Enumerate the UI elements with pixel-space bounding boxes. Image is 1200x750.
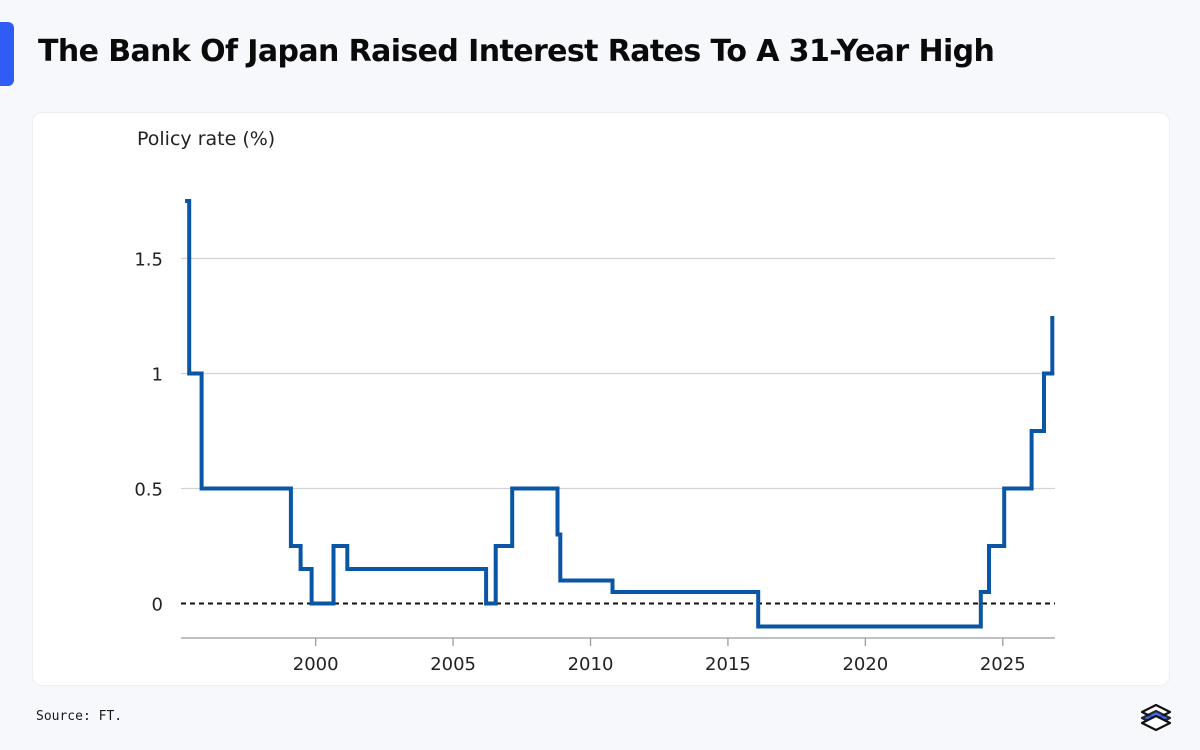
x-tick-label: 2005	[430, 654, 476, 675]
accent-bar	[0, 22, 14, 86]
x-tick-label: 2010	[568, 654, 614, 675]
y-tick-labels: 0 0.5 1 1.5	[134, 250, 163, 616]
y-tick-label: 0.5	[134, 480, 163, 501]
x-tick-label: 2020	[842, 654, 888, 675]
y-axis-label: Policy rate (%)	[137, 128, 275, 150]
policy-rate-line	[185, 199, 1055, 629]
x-tick-labels: 2000 2005 2010 2015 2020 2025	[293, 638, 1026, 675]
y-tick-label: 1	[152, 365, 163, 386]
y-tick-label: 1.5	[134, 250, 163, 271]
y-tick-label: 0	[152, 595, 163, 616]
source-note: Source: FT.	[36, 709, 123, 724]
x-tick-label: 2015	[705, 654, 751, 675]
x-tick-label: 2025	[980, 654, 1026, 675]
policy-rate-chart: Policy rate (%) 0 0.5 1 1.5 2000 2005 2010 201…	[134, 128, 1055, 675]
stacked-layers-logo-icon	[1140, 703, 1172, 732]
page-title: The Bank Of Japan Raised Interest Rates …	[38, 34, 995, 69]
x-tick-label: 2000	[293, 654, 339, 675]
chart-card: Policy rate (%) 0 0.5 1 1.5 2000 2005 2010 201…	[32, 112, 1170, 686]
